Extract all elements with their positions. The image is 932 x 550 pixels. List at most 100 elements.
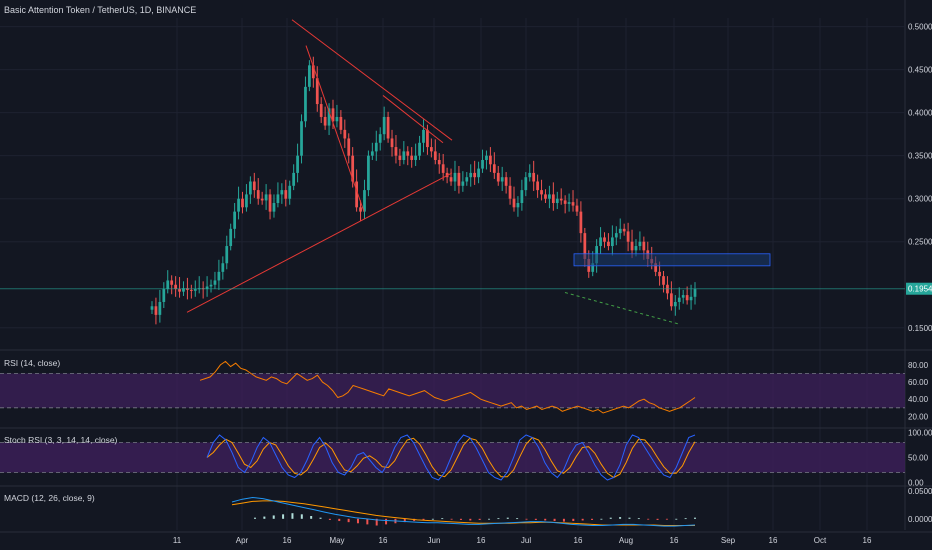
candle-body-79 xyxy=(461,181,465,186)
candle-body-122 xyxy=(630,241,634,251)
macd-hist-bar-39 xyxy=(619,517,622,519)
candle-body-70 xyxy=(426,129,429,148)
candle-body-64 xyxy=(402,151,406,160)
candle-body-16 xyxy=(213,280,217,285)
candle-body-92 xyxy=(512,198,516,208)
candle-body-35 xyxy=(288,185,292,199)
symbol-title: Basic Attention Token / TetherUS, 1D, BI… xyxy=(4,5,197,15)
candle-body-46 xyxy=(331,108,335,122)
macd-hist-bar-12 xyxy=(366,518,369,525)
candle-body-123 xyxy=(634,246,638,251)
price-tick-label-3: 0.3500 xyxy=(908,152,932,161)
candle-body-68 xyxy=(418,142,421,156)
candle-body-77 xyxy=(453,172,457,182)
candle-body-102 xyxy=(551,194,555,204)
candle-body-43 xyxy=(319,104,323,117)
candle-body-41 xyxy=(311,65,315,79)
rsi-label: RSI (14, close) xyxy=(4,358,61,368)
candle-body-138 xyxy=(693,289,697,297)
candle-body-0 xyxy=(150,306,154,310)
candle-body-11 xyxy=(193,289,197,291)
stoch-tick-label-1: 50.00 xyxy=(908,454,929,463)
candle-body-85 xyxy=(485,155,488,160)
macd-hist-bar-34 xyxy=(572,518,575,522)
candle-body-99 xyxy=(540,190,543,195)
macd-hist-bar-44 xyxy=(665,518,668,520)
candle-body-34 xyxy=(284,190,288,199)
macd-hist-bar-40 xyxy=(628,517,631,519)
time-tick-label-2: 16 xyxy=(283,536,292,545)
resistance-zone-box xyxy=(573,253,771,267)
candle-body-88 xyxy=(496,172,500,182)
macd-hist-bar-19 xyxy=(431,518,434,520)
macd-hist-bar-37 xyxy=(600,518,603,520)
time-tick-label-14: 16 xyxy=(863,536,872,545)
descending-trendline-steep xyxy=(305,45,365,212)
candle-body-6 xyxy=(174,284,177,290)
candle-body-105 xyxy=(563,200,567,204)
candle-body-132 xyxy=(670,293,673,307)
time-tick-label-9: Aug xyxy=(619,536,633,545)
candle-body-20 xyxy=(229,228,233,247)
macd-hist-bar-27 xyxy=(506,517,509,519)
candle-body-61 xyxy=(390,138,394,148)
candle-body-59 xyxy=(382,116,386,135)
macd-hist-bar-29 xyxy=(525,518,528,520)
candle-body-1 xyxy=(154,306,158,315)
candle-body-26 xyxy=(252,181,256,191)
macd-hist-bar-30 xyxy=(534,518,537,520)
candle-body-3 xyxy=(162,289,166,302)
price-tick-label-0: 0.5000 xyxy=(908,23,932,32)
candle-body-58 xyxy=(378,134,382,143)
candle-body-32 xyxy=(276,194,280,204)
candle-body-5 xyxy=(170,280,174,285)
macd-hist-bar-18 xyxy=(422,518,425,520)
macd-tick-label-1: 0.0000 xyxy=(908,515,932,524)
candle-body-81 xyxy=(469,172,473,178)
candle-body-136 xyxy=(685,295,689,301)
candle-body-73 xyxy=(437,159,441,165)
rsi-tick-label-1: 60.00 xyxy=(908,378,929,387)
time-tick-label-0: 11 xyxy=(173,536,182,545)
macd-hist-bar-46 xyxy=(684,518,687,520)
candle-body-25 xyxy=(248,181,252,195)
candle-body-108 xyxy=(575,205,579,212)
candle-body-134 xyxy=(677,297,681,302)
candle-body-7 xyxy=(178,289,181,292)
time-tick-label-6: 16 xyxy=(477,536,486,545)
candle-body-52 xyxy=(355,181,358,208)
candle-body-121 xyxy=(626,231,630,242)
macd-hist-bar-23 xyxy=(469,518,472,521)
candle-body-14 xyxy=(205,286,209,290)
price-tick-label-2: 0.4000 xyxy=(908,109,932,118)
candle-body-2 xyxy=(158,301,162,315)
descending-trendline-inner xyxy=(382,95,444,144)
descending-trendline-upper xyxy=(291,19,453,141)
candle-body-89 xyxy=(500,177,504,182)
stoch-k-line xyxy=(206,434,696,481)
candle-body-80 xyxy=(465,177,469,182)
candle-body-33 xyxy=(280,190,284,195)
support-trendline-dashed xyxy=(564,292,681,325)
candle-body-117 xyxy=(610,237,614,247)
candle-body-74 xyxy=(441,164,445,173)
candle-body-18 xyxy=(221,263,225,272)
stoch-tick-label-0: 100.00 xyxy=(908,429,932,438)
rsi-tick-label-3: 20.00 xyxy=(908,412,929,421)
candle-body-28 xyxy=(260,198,264,201)
candle-body-125 xyxy=(642,241,646,251)
macd-hist-bar-1 xyxy=(263,516,266,519)
macd-hist-bar-38 xyxy=(609,517,612,519)
candle-body-115 xyxy=(603,237,606,242)
last-price-label: 0.1954 xyxy=(908,285,932,294)
candle-body-119 xyxy=(618,228,622,234)
candle-body-40 xyxy=(308,65,311,87)
price-tick-label-6: 0.1500 xyxy=(908,324,932,333)
macd-line xyxy=(231,496,696,527)
candle-body-87 xyxy=(492,164,496,173)
macd-hist-bar-25 xyxy=(488,518,491,520)
macd-hist-bar-28 xyxy=(516,518,519,520)
candle-body-4 xyxy=(166,280,170,290)
